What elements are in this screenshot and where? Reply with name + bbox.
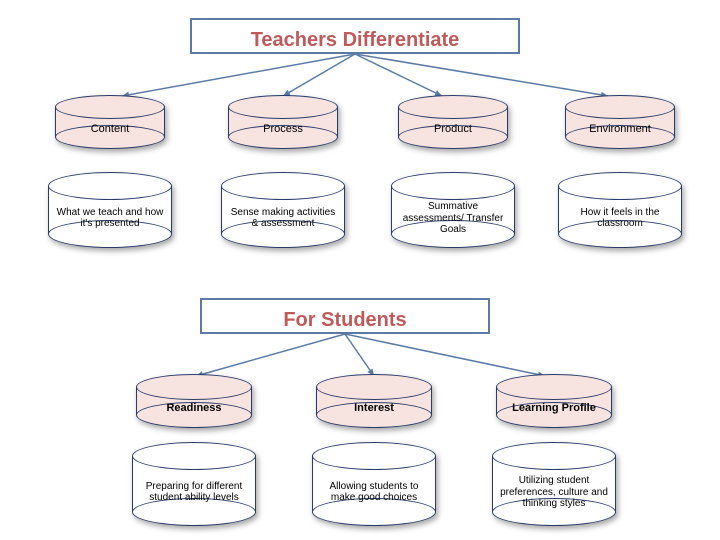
cylinder-label: Environment [565, 109, 675, 149]
cylinder: Process [228, 95, 338, 149]
cylinder: What we teach and how it's presented [48, 172, 172, 248]
title-teachers-differentiate-text: Teachers Differentiate [192, 20, 518, 60]
title-for-students: For Students [200, 298, 490, 334]
cylinder: Readiness [136, 374, 252, 428]
cylinder-label: Product [398, 109, 508, 149]
cylinder-label: Preparing for different student ability … [132, 459, 256, 526]
cylinder-label: How it feels in the classroom [558, 189, 682, 248]
cylinder-label: Summative assessments/ Transfer Goals [391, 189, 515, 248]
cylinder: Allowing students to make good choices [312, 442, 436, 526]
title-teachers-differentiate: Teachers Differentiate [190, 18, 520, 54]
cylinder-label: Learning Profile [496, 390, 612, 428]
cylinder-label: Interest [316, 390, 432, 428]
cylinder: Interest [316, 374, 432, 428]
cylinder-label: Process [228, 109, 338, 149]
cylinder-label: Allowing students to make good choices [312, 459, 436, 526]
cylinder-label: What we teach and how it's presented [48, 189, 172, 248]
cylinder: How it feels in the classroom [558, 172, 682, 248]
cylinder: Utilizing student preferences, culture a… [492, 442, 616, 526]
cylinder-label: Sense making activities & assessment [221, 189, 345, 248]
cylinder: Product [398, 95, 508, 149]
cylinder-label: Content [55, 109, 165, 149]
cylinder-label: Readiness [136, 390, 252, 428]
cylinder: Environment [565, 95, 675, 149]
title-for-students-text: For Students [202, 300, 488, 340]
cylinder: Preparing for different student ability … [132, 442, 256, 526]
cylinder: Content [55, 95, 165, 149]
cylinder: Sense making activities & assessment [221, 172, 345, 248]
cylinder-label: Utilizing student preferences, culture a… [492, 459, 616, 526]
cylinder: Summative assessments/ Transfer Goals [391, 172, 515, 248]
cylinder: Learning Profile [496, 374, 612, 428]
